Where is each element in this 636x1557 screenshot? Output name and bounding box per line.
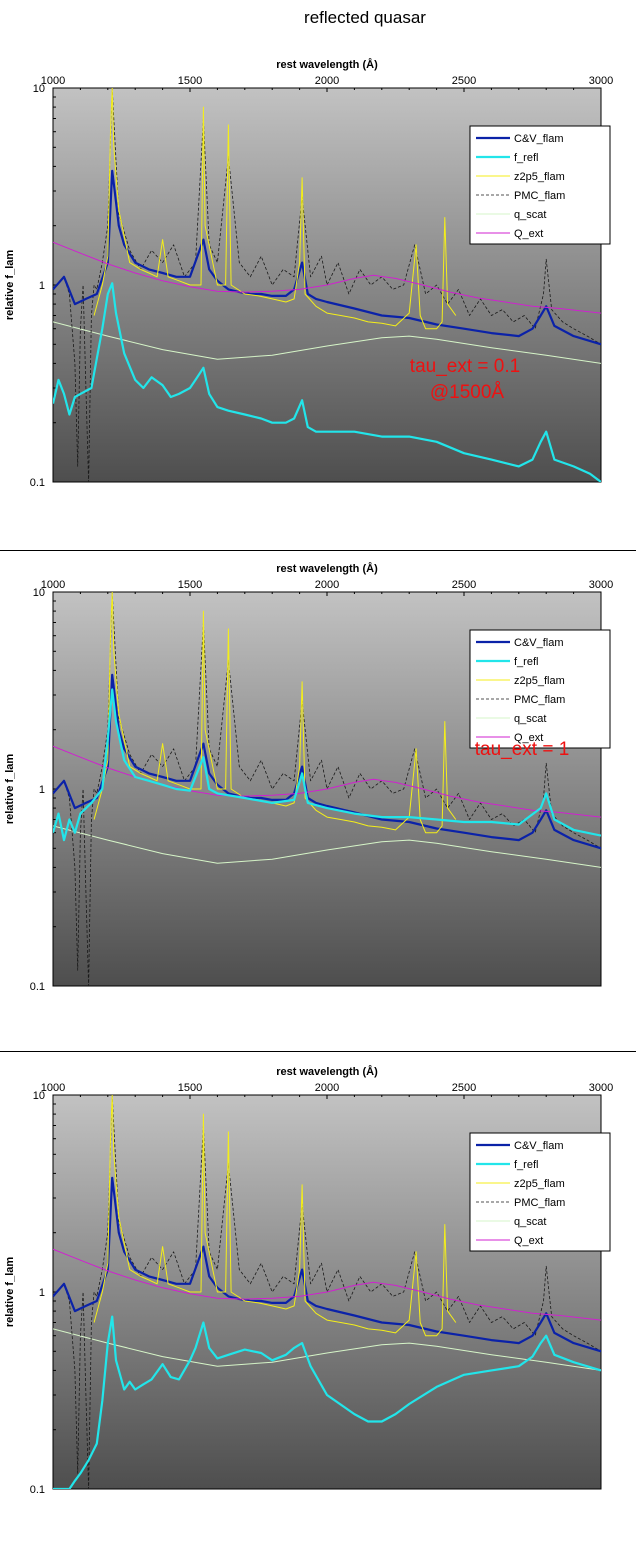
y-tick-label: 1	[39, 784, 45, 796]
legend-label: C&V_flam	[514, 133, 564, 145]
x-axis-label: rest wavelength (Å)	[276, 562, 378, 575]
panel-separator	[0, 550, 636, 551]
legend: C&V_flam f_refl z2p5_flam PMC_flam q_scat Q_e…	[469, 125, 611, 245]
x-tick-label: 3000	[589, 1082, 613, 1094]
x-tick-label: 1500	[178, 579, 202, 591]
y-tick-label: 1	[39, 280, 45, 292]
legend-label: q_scat	[514, 713, 546, 725]
spectrum-chart-3: rest wavelength (Å) 1000 1500 2000 2500 3000 0…	[4, 1065, 613, 1496]
spectrum-chart-1: rest wavelength (Å) 1000 1500 2000 2500 3000 0…	[4, 58, 613, 489]
x-tick-label: 2500	[452, 75, 476, 87]
x-tick-label: 1000	[41, 75, 65, 87]
legend-label: Q_ext	[514, 1235, 543, 1247]
legend-label: Q_ext	[514, 228, 543, 240]
legend-box	[469, 125, 611, 245]
x-tick-label: 1000	[41, 579, 65, 591]
page-title: reflected quasar	[304, 8, 426, 27]
x-tick-label: 2000	[315, 75, 339, 87]
y-tick-label: 10	[33, 1090, 45, 1102]
series-line-c-v-flam	[53, 169, 601, 346]
x-tick-label: 2000	[315, 579, 339, 591]
legend-label: z2p5_flam	[514, 1178, 565, 1190]
series-group	[53, 88, 601, 482]
x-axis-label: rest wavelength (Å)	[276, 58, 378, 71]
x-axis-label: rest wavelength (Å)	[276, 1065, 378, 1078]
legend-label: f_refl	[514, 1159, 538, 1171]
y-tick-label: 0.1	[30, 981, 45, 993]
series-line-c-v-flam	[53, 1176, 601, 1353]
series-line-q-scat	[53, 1328, 601, 1371]
y-axis-label: relative f_lam	[4, 1257, 16, 1328]
series-group	[53, 1095, 601, 1489]
legend-label: q_scat	[514, 1216, 546, 1228]
legend-label: Q_ext	[514, 732, 543, 744]
legend: C&V_flam f_refl z2p5_flam PMC_flam q_scat Q_e…	[469, 1132, 611, 1252]
x-tick-label: 2500	[452, 579, 476, 591]
x-tick-label: 2000	[315, 1082, 339, 1094]
series-line-q-ext	[53, 1248, 601, 1321]
x-tick-label: 1500	[178, 1082, 202, 1094]
y-tick-label: 10	[33, 587, 45, 599]
legend-label: q_scat	[514, 209, 546, 221]
x-tick-label: 1000	[41, 1082, 65, 1094]
legend-label: PMC_flam	[514, 694, 565, 706]
legend-box	[469, 1132, 611, 1252]
x-tick-label: 1500	[178, 75, 202, 87]
x-tick-label: 3000	[589, 75, 613, 87]
x-tick-label: 2500	[452, 1082, 476, 1094]
y-tick-label: 0.1	[30, 477, 45, 489]
series-line-q-ext	[53, 241, 601, 314]
tau-annotation: tau_ext = 0.1	[410, 356, 520, 377]
legend: C&V_flam f_refl z2p5_flam PMC_flam q_scat Q_e…	[469, 629, 611, 749]
y-tick-label: 0.1	[30, 1484, 45, 1496]
legend-label: C&V_flam	[514, 637, 564, 649]
legend-label: C&V_flam	[514, 1140, 564, 1152]
legend-label: PMC_flam	[514, 1197, 565, 1209]
series-line-z2p5-flam	[93, 1095, 457, 1337]
tau-annotation: tau_ext = 1	[475, 739, 570, 760]
legend-label: f_refl	[514, 656, 538, 668]
series-line-f-refl	[53, 282, 601, 482]
series-line-q-scat	[53, 825, 601, 868]
panel-separator	[0, 1051, 636, 1052]
legend-box	[469, 629, 611, 749]
series-line-f-refl	[53, 688, 601, 842]
y-tick-label: 10	[33, 83, 45, 95]
series-line-z2p5-flam	[93, 88, 457, 330]
tau-annotation: @1500Å	[430, 382, 505, 403]
legend-label: PMC_flam	[514, 190, 565, 202]
y-axis-label: relative f_lam	[4, 250, 16, 321]
spectrum-chart-2: rest wavelength (Å) 1000 1500 2000 2500 3000 0…	[4, 562, 613, 993]
series-group	[53, 592, 601, 986]
series-line-q-scat	[53, 321, 601, 364]
y-tick-label: 1	[39, 1287, 45, 1299]
x-tick-label: 3000	[589, 579, 613, 591]
legend-label: z2p5_flam	[514, 675, 565, 687]
legend-label: z2p5_flam	[514, 171, 565, 183]
series-line-f-refl	[53, 1315, 601, 1489]
y-axis-label: relative f_lam	[4, 754, 16, 825]
legend-label: f_refl	[514, 152, 538, 164]
